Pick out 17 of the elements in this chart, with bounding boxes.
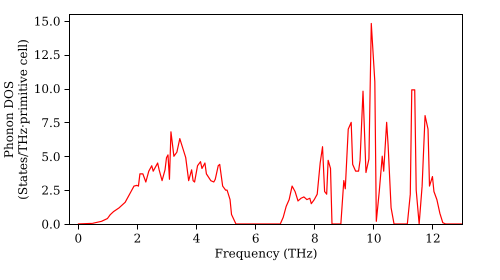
x-tick-label: 12 bbox=[425, 232, 441, 246]
y-tick-label: 10.0 bbox=[34, 82, 60, 96]
x-tick-label: 6 bbox=[252, 232, 260, 246]
y-axis-title: Phonon DOS (States/THz·primitive cell) bbox=[2, 39, 30, 200]
y-tick-label: 15.0 bbox=[34, 14, 60, 28]
y-tick-label: 2.5 bbox=[41, 184, 60, 198]
x-tick-label: 2 bbox=[134, 232, 142, 246]
line-series bbox=[77, 22, 462, 224]
x-axis-title: Frequency (THz) bbox=[214, 246, 318, 260]
y-tick-label: 7.5 bbox=[41, 116, 60, 130]
y-tick-label: 5.0 bbox=[41, 150, 60, 164]
y-tick-label: 0.0 bbox=[41, 218, 60, 232]
x-tick-label: 8 bbox=[310, 232, 319, 246]
x-tick-label: 10 bbox=[366, 232, 382, 246]
y-tick-label: 12.5 bbox=[34, 48, 60, 62]
x-tick-label: 4 bbox=[192, 232, 201, 246]
x-tick-label: 0 bbox=[74, 232, 82, 246]
